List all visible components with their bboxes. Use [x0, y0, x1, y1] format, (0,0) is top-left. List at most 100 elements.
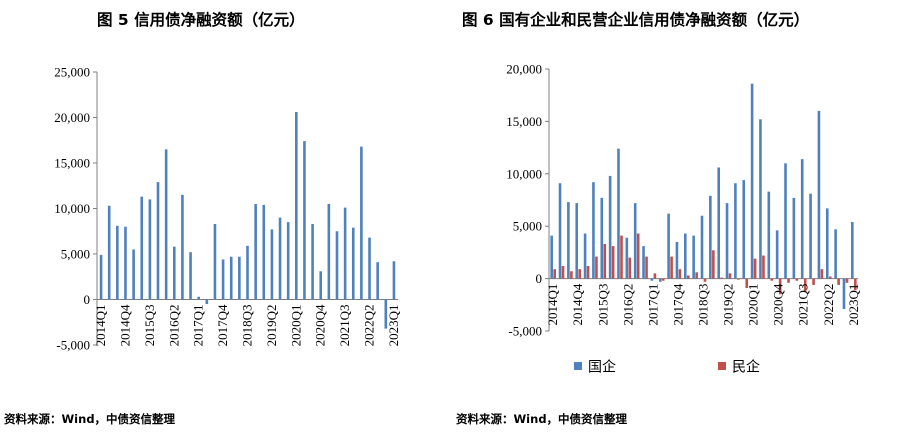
chart1-bar-total	[213, 223, 217, 300]
chart1-bar-total	[327, 203, 331, 300]
chart1-bar-total	[238, 256, 241, 300]
chart2-bar-soe	[583, 233, 587, 279]
chart1-plot: -5,000 0 5,000 10,000 15,000 20,000 25,000 2014…	[54, 65, 401, 353]
chart2-bar-soe	[575, 203, 579, 279]
chart2-bar-soe	[784, 163, 787, 279]
chart1-bar-total	[229, 256, 233, 300]
chart2-bar-private	[712, 250, 715, 279]
chart2-bar-soe	[617, 148, 620, 279]
chart2-bar-soe	[725, 203, 729, 279]
chart2-bar-private	[611, 246, 615, 279]
chart1-source: 资料来源：Wind，中债资信整理	[4, 412, 176, 426]
chart2-plot: -5,000 0 5,000 10,000 15,000 20,000 2014Q1 2014…	[506, 62, 861, 376]
chart2-bar-soe	[842, 278, 846, 309]
chart2-y-tick-label: 0	[536, 271, 543, 286]
chart1-y-tick-label: 20,000	[54, 110, 90, 125]
chart1-x-tick-label: 2015Q3	[142, 305, 157, 347]
chart2-bar-private	[720, 277, 724, 279]
chart1-bar-total	[246, 245, 249, 300]
chart2-x-tick-label: 2019Q2	[721, 284, 736, 326]
chart2-bar-soe	[817, 110, 821, 279]
chart1-y-tick-label: 15,000	[54, 156, 90, 171]
chart2-bar-private	[636, 233, 640, 279]
chart2-bar-private	[595, 256, 598, 279]
chart2-legend-label: 民企	[732, 359, 760, 376]
chart1-x-tick-label: 2016Q2	[166, 305, 181, 347]
chart2-title: 图 6 国有企业和民营企业信用债净融资额（亿元）	[462, 11, 810, 29]
chart2-bar-soe	[792, 197, 796, 279]
chart1-y-tick-label: 0	[84, 292, 91, 307]
chart1-bar-total	[319, 271, 323, 300]
chart2-x-tick-label: 2023Q1	[846, 284, 861, 326]
chart2-bar-soe	[825, 208, 829, 279]
chart1-bar-total	[311, 223, 314, 300]
chart2-legend-swatch	[718, 362, 726, 370]
chart1-x-tick-label: 2018Q3	[240, 305, 255, 347]
chart1-x-tick-label: 2017Q4	[215, 304, 230, 346]
chart2-x-tick-label: 2018Q3	[696, 284, 711, 326]
chart1-bar-total	[156, 182, 160, 300]
chart2-y-tick-label: -5,000	[508, 324, 542, 339]
chart2-bar-soe	[851, 222, 854, 279]
chart2-x-tick-label: 2022Q2	[821, 284, 836, 326]
chart1-bar-total	[124, 226, 127, 300]
chart2-bar-private	[628, 257, 632, 279]
chart2-bar-soe	[567, 202, 570, 279]
chart2-x-tick-label: 2021Q3	[796, 284, 811, 326]
chart2-bar-soe	[709, 195, 712, 279]
chart2-bar-private	[661, 278, 665, 281]
chart2-bar-private	[703, 278, 707, 282]
chart2-bar-soe	[592, 182, 595, 279]
chart1-bar-total	[221, 259, 225, 300]
chart2-bar-soe	[667, 213, 670, 279]
chart2-bar-soe	[550, 235, 553, 279]
chart2-bar-private	[812, 278, 815, 285]
chart1-x-tick-label: 2019Q2	[264, 305, 279, 347]
chart1-x-tick-label: 2023Q1	[386, 305, 401, 347]
chart2-bar-soe	[608, 175, 612, 279]
chart2-bar-private	[553, 269, 556, 279]
chart2-bar-soe	[767, 191, 771, 279]
chart2-bar-private	[687, 275, 690, 279]
chart2-bar-soe	[800, 159, 804, 279]
chart1-bar-total	[148, 199, 152, 300]
chart1-bar-total	[99, 254, 103, 300]
chart1-y-tick-label: 25,000	[54, 65, 90, 80]
chart1-y-tick-label: 10,000	[54, 201, 90, 216]
chart2-x-tick-label: 2017Q1	[645, 284, 660, 326]
chart2-bar-soe	[759, 119, 762, 279]
chart2-bar-soe	[734, 183, 737, 279]
chart1-x-tick-label: 2021Q3	[337, 305, 352, 347]
chart2-bar-private	[570, 271, 573, 279]
chart2-bar-private	[770, 278, 774, 281]
chart1-bar-total	[376, 262, 379, 300]
chart1-x-tick-label: 2017Q1	[191, 305, 206, 347]
chart1-x-tick-label: 2014Q1	[93, 305, 108, 347]
chart2-bar-private	[762, 255, 765, 279]
chart2-bar-private	[753, 258, 757, 279]
chart2-x-tick-label: 2020Q1	[746, 284, 761, 326]
chart2-bar-soe	[717, 167, 720, 279]
chart2-bar-private	[561, 266, 565, 279]
chart2-x-tick-label: 2014Q4	[570, 283, 585, 325]
chart2-bar-private	[828, 276, 832, 279]
chart2-x-tick-label: 2020Q4	[771, 283, 786, 325]
chart2-bar-soe	[809, 193, 812, 279]
chart2-bar-private	[586, 266, 590, 279]
chart1-bar-total	[164, 149, 168, 300]
chart1-bar-total	[335, 231, 339, 300]
chart1-bar-total	[351, 227, 355, 300]
chart1-x-tick-label: 2020Q4	[313, 304, 328, 346]
chart2-bar-private	[778, 278, 782, 295]
chart1-bar-total	[278, 217, 282, 300]
chart1-bar-total	[181, 194, 184, 300]
chart2-bar-soe	[600, 197, 604, 279]
chart2-x-tick-label: 2017Q4	[670, 283, 685, 325]
chart2-bar-private	[837, 278, 840, 285]
chart2-bar-soe	[692, 235, 695, 279]
chart1-bar-total	[270, 229, 274, 300]
chart2-bar-soe	[683, 233, 687, 279]
chart2-x-tick-label: 2016Q2	[620, 284, 635, 326]
chart2-bar-private	[845, 278, 849, 283]
chart2-x-tick-label: 2014Q1	[545, 284, 560, 326]
